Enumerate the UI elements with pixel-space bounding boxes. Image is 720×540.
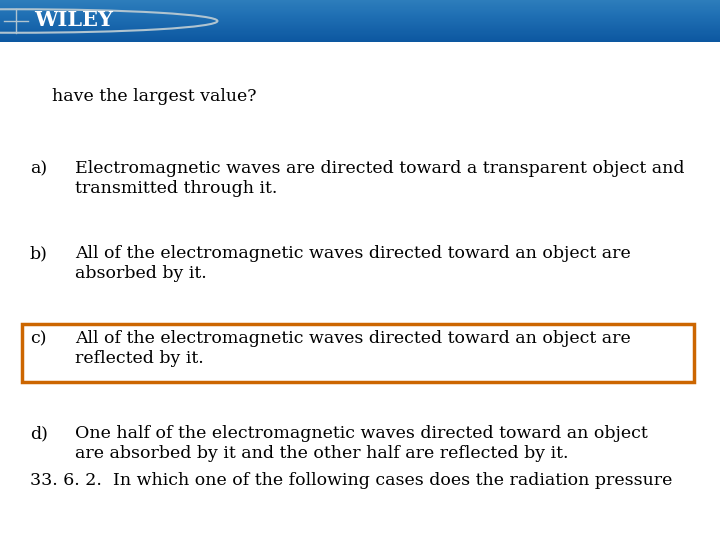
Text: are absorbed by it and the other half are reflected by it.: are absorbed by it and the other half ar… [75, 445, 569, 462]
FancyBboxPatch shape [22, 324, 694, 382]
Text: One half of the electromagnetic waves directed toward an object: One half of the electromagnetic waves di… [75, 425, 648, 442]
Text: c): c) [30, 330, 47, 347]
Text: d): d) [30, 425, 48, 442]
Text: a): a) [30, 160, 47, 177]
Text: b): b) [30, 245, 48, 262]
Text: All of the electromagnetic waves directed toward an object are: All of the electromagnetic waves directe… [75, 330, 631, 347]
Text: 33. 6. 2.  In which one of the following cases does the radiation pressure: 33. 6. 2. In which one of the following … [30, 472, 672, 489]
Text: absorbed by it.: absorbed by it. [75, 265, 207, 282]
Text: Electromagnetic waves are directed toward a transparent object and: Electromagnetic waves are directed towar… [75, 160, 685, 177]
Text: All of the electromagnetic waves directed toward an object are: All of the electromagnetic waves directe… [75, 245, 631, 262]
Text: transmitted through it.: transmitted through it. [75, 180, 277, 197]
Text: WILEY: WILEY [35, 10, 114, 30]
Text: have the largest value?: have the largest value? [30, 88, 256, 105]
Text: reflected by it.: reflected by it. [75, 350, 204, 367]
